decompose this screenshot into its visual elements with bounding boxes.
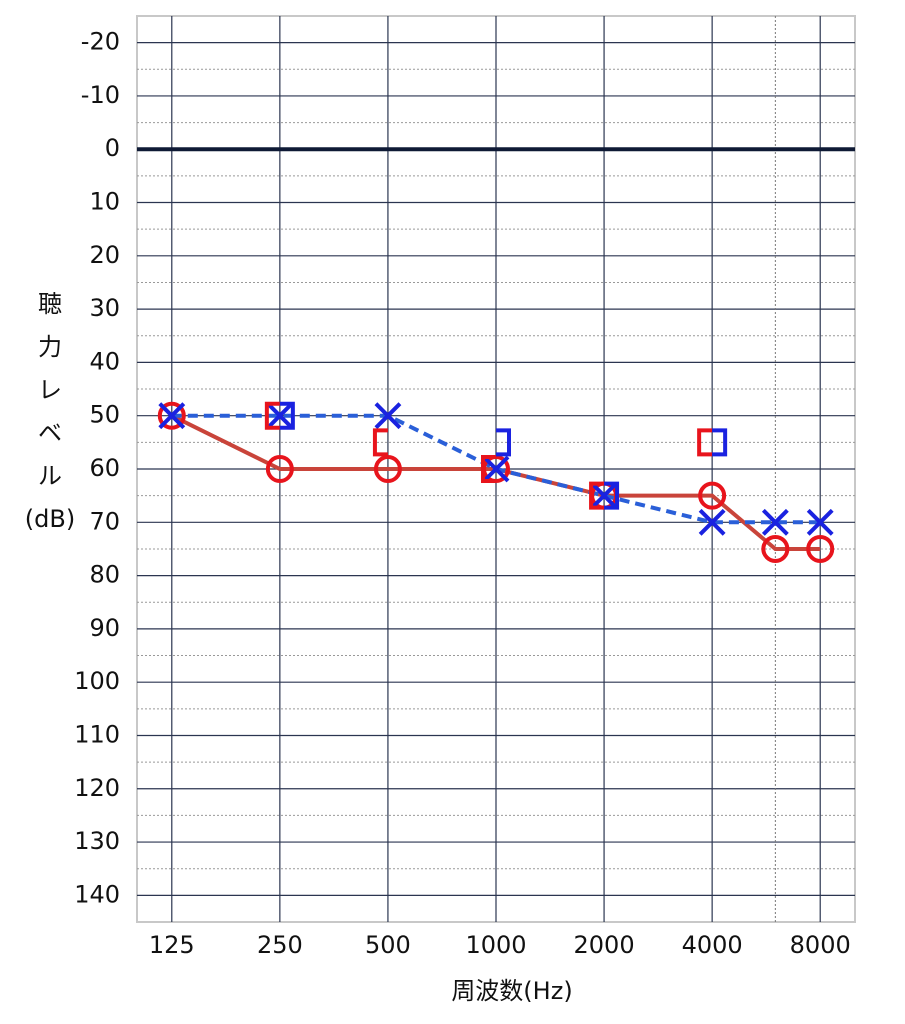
y-tick-label: 50 xyxy=(89,401,120,429)
marker-bracket-right xyxy=(279,401,295,430)
y-axis-label: 聴力レベル(dB) xyxy=(25,290,75,533)
marker-x xyxy=(590,482,618,510)
y-tick-label: 10 xyxy=(89,188,120,216)
marker-x xyxy=(698,508,726,536)
x-tick-label: 125 xyxy=(149,931,195,959)
marker-x xyxy=(374,402,402,430)
y-tick-label: 80 xyxy=(89,561,120,589)
y-tick-label: 30 xyxy=(89,294,120,322)
marker-bracket-left xyxy=(264,401,280,430)
x-axis-label: 周波数(Hz) xyxy=(451,977,572,1005)
y-tick-label: -20 xyxy=(81,28,120,56)
marker-circle xyxy=(373,455,402,483)
x-tick-label: 500 xyxy=(365,931,411,959)
y-tick-label: 20 xyxy=(89,241,120,269)
x-tick-label: 2000 xyxy=(574,931,635,959)
marker-bracket-right xyxy=(712,428,728,457)
marker-bracket-left xyxy=(372,428,388,457)
marker-circle xyxy=(265,455,294,483)
marker-bracket-left xyxy=(589,481,605,510)
y-tick-label: 110 xyxy=(74,720,120,748)
y-tick-label: 70 xyxy=(89,507,120,535)
marker-x xyxy=(266,402,294,430)
y-tick-label: 0 xyxy=(105,134,120,162)
x-tick-label: 250 xyxy=(257,931,303,959)
marker-circle xyxy=(698,481,727,510)
y-tick-label: -10 xyxy=(81,81,120,109)
marker-circle xyxy=(761,534,790,563)
marker-bracket-right xyxy=(496,428,511,457)
y-tick-label: 130 xyxy=(74,827,120,855)
series-line xyxy=(171,413,821,525)
marker-x xyxy=(482,455,510,483)
y-tick-label: 120 xyxy=(74,774,120,802)
y-tick-label: 100 xyxy=(74,667,120,695)
marker-bracket-left xyxy=(697,428,713,457)
y-tick-label: 40 xyxy=(89,347,120,375)
x-tick-label: 8000 xyxy=(790,931,851,959)
marker-bracket-right xyxy=(604,481,620,510)
x-tick-label: 4000 xyxy=(682,931,743,959)
marker-x xyxy=(761,508,789,536)
marker-x xyxy=(158,402,186,430)
y-tick-label: 60 xyxy=(89,454,120,482)
x-tick-label: 1000 xyxy=(465,931,526,959)
y-tick-label: 90 xyxy=(89,614,120,642)
marker-circle xyxy=(806,534,835,563)
y-tick-label: 140 xyxy=(74,880,120,908)
marker-bracket-left xyxy=(481,455,496,483)
marker-circle xyxy=(157,401,186,430)
marker-x xyxy=(806,508,834,536)
